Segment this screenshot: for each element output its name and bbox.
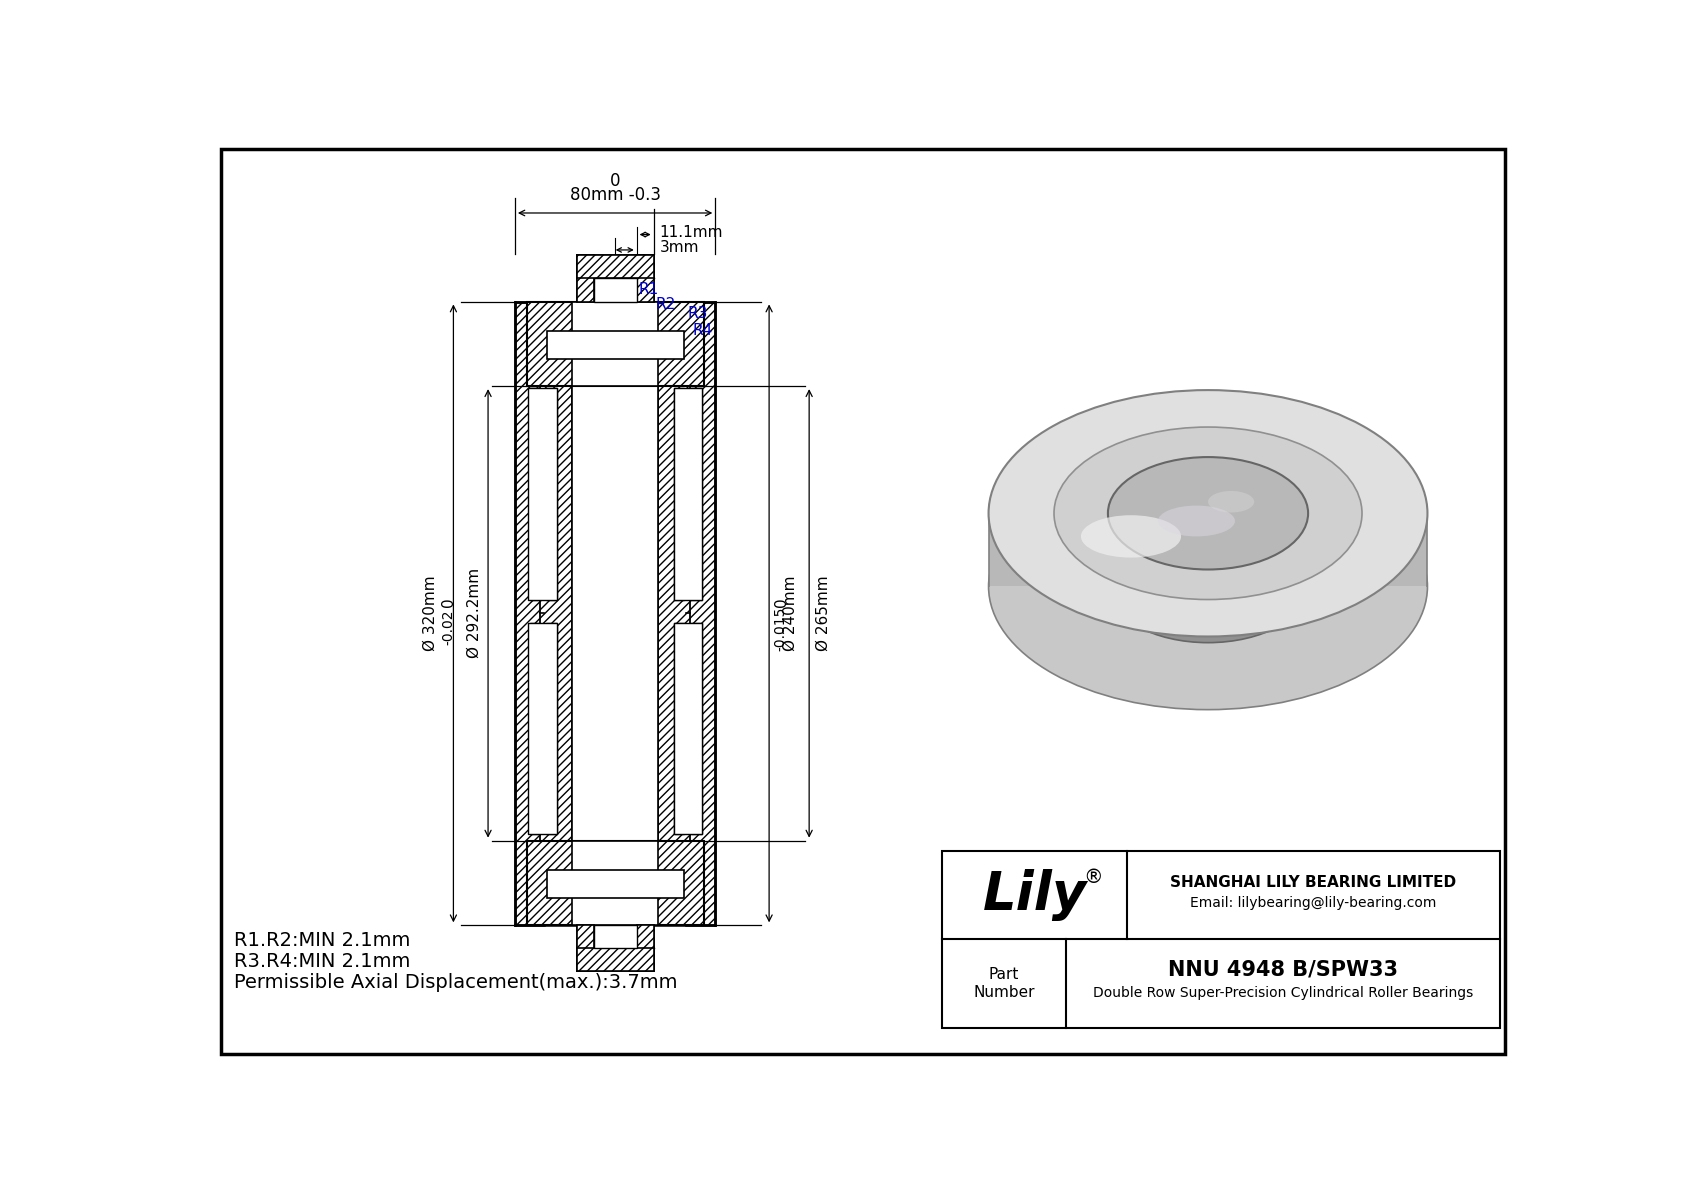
Text: Ø 320mm: Ø 320mm — [423, 575, 438, 651]
Ellipse shape — [1081, 516, 1180, 557]
Polygon shape — [989, 513, 1108, 586]
Bar — [527, 301, 704, 386]
Bar — [546, 388, 557, 599]
Bar — [573, 841, 658, 925]
Bar — [547, 331, 684, 358]
Bar — [943, 850, 1500, 1028]
Text: Permissible Axial Displacement(max.):3.7mm: Permissible Axial Displacement(max.):3.7… — [234, 973, 677, 992]
Bar — [593, 925, 637, 948]
Bar — [637, 925, 653, 972]
Bar — [576, 948, 653, 972]
Bar — [530, 388, 541, 599]
Text: Part
Number: Part Number — [973, 967, 1034, 999]
Bar — [530, 623, 541, 835]
Text: R1: R1 — [638, 281, 658, 297]
Text: Ø 240mm: Ø 240mm — [783, 575, 798, 651]
Text: R1.R2:MIN 2.1mm: R1.R2:MIN 2.1mm — [234, 931, 411, 950]
Text: NNU 4948 B/SPW33: NNU 4948 B/SPW33 — [1167, 960, 1398, 979]
Bar — [576, 925, 593, 972]
Bar — [685, 386, 690, 841]
Bar — [576, 255, 593, 301]
Text: -0.015: -0.015 — [773, 606, 788, 651]
Text: 80mm -0.3: 80mm -0.3 — [569, 186, 660, 204]
Bar — [637, 255, 653, 301]
Text: 11.1mm: 11.1mm — [660, 225, 722, 239]
Bar — [692, 388, 702, 599]
Bar — [685, 301, 716, 925]
Bar — [674, 623, 684, 835]
Bar — [593, 279, 637, 301]
Text: 0: 0 — [441, 597, 456, 606]
Bar — [541, 386, 544, 841]
Ellipse shape — [1108, 457, 1308, 569]
Bar — [547, 869, 684, 898]
Bar — [692, 623, 702, 835]
Ellipse shape — [989, 391, 1428, 636]
Ellipse shape — [1207, 491, 1255, 512]
Text: R2: R2 — [655, 297, 675, 312]
Text: Lily: Lily — [983, 868, 1086, 921]
Ellipse shape — [1054, 428, 1362, 599]
Bar — [674, 623, 702, 835]
Bar — [529, 623, 557, 835]
Text: R3: R3 — [687, 306, 707, 322]
Text: Ø 292.2mm: Ø 292.2mm — [466, 568, 482, 659]
Bar — [546, 623, 557, 835]
Text: R4: R4 — [692, 323, 712, 338]
Bar — [576, 255, 653, 279]
Text: -0.02: -0.02 — [441, 610, 456, 646]
Bar — [658, 386, 690, 841]
Text: 0: 0 — [773, 597, 788, 606]
Bar — [674, 388, 684, 599]
Bar — [541, 386, 573, 841]
Bar — [527, 841, 704, 925]
Text: Double Row Super-Precision Cylindrical Roller Bearings: Double Row Super-Precision Cylindrical R… — [1093, 986, 1474, 999]
Ellipse shape — [1159, 506, 1234, 536]
Text: Ø 265mm: Ø 265mm — [815, 575, 830, 651]
Text: ®: ® — [1083, 868, 1103, 887]
Ellipse shape — [989, 463, 1428, 710]
Text: R3.R4:MIN 2.1mm: R3.R4:MIN 2.1mm — [234, 952, 411, 971]
Bar — [573, 386, 658, 841]
Text: Email: lilybearing@lily-bearing.com: Email: lilybearing@lily-bearing.com — [1191, 896, 1436, 910]
Ellipse shape — [1108, 530, 1308, 643]
Bar — [674, 388, 702, 599]
Bar — [573, 301, 658, 386]
Text: 3mm: 3mm — [660, 241, 699, 255]
Bar — [515, 301, 544, 925]
Polygon shape — [1308, 513, 1428, 586]
Text: 0: 0 — [610, 172, 620, 189]
Bar — [529, 388, 557, 599]
Text: SHANGHAI LILY BEARING LIMITED: SHANGHAI LILY BEARING LIMITED — [1170, 875, 1457, 890]
